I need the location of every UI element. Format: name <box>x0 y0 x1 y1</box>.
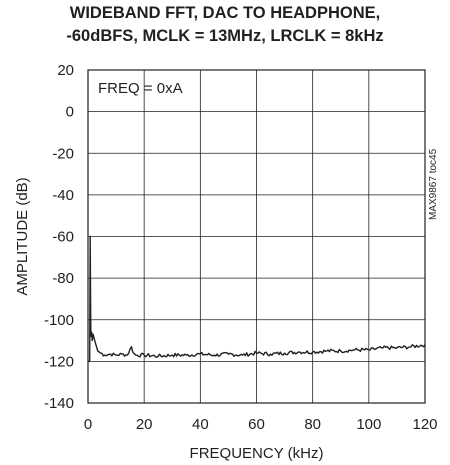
y-tick-label: -80 <box>52 270 74 287</box>
chart-subtitle: -60dBFS, MCLK = 13MHz, LRCLK = 8kHz <box>66 27 384 45</box>
y-tick-label: -140 <box>44 395 74 412</box>
x-axis-label: FREQUENCY (kHz) <box>190 445 324 462</box>
y-tick-labels: 20 0 -20 -40 -60 -80 -100 -120 -140 <box>44 62 74 412</box>
y-tick-label: 20 <box>57 62 74 79</box>
plot-frame <box>87 69 426 404</box>
x-tick-label: 80 <box>304 416 321 433</box>
figure-id-label: MAX9867 toc45 <box>428 148 439 220</box>
y-tick-label: -40 <box>52 187 74 204</box>
x-tick-label: 60 <box>248 416 265 433</box>
x-tick-label: 120 <box>412 416 437 433</box>
x-tick-label: 20 <box>136 416 153 433</box>
x-tick-label: 100 <box>356 416 381 433</box>
y-tick-label: 0 <box>66 104 74 121</box>
y-tick-label: -120 <box>44 353 74 370</box>
x-tick-label: 40 <box>192 416 209 433</box>
y-tick-label: -20 <box>52 145 74 162</box>
y-tick-label: -60 <box>52 229 74 246</box>
x-tick-label: 0 <box>84 416 92 433</box>
chart-title: WIDEBAND FFT, DAC TO HEADPHONE, <box>69 4 381 22</box>
x-tick-labels: 0 20 40 60 80 100 120 <box>84 416 438 433</box>
y-tick-label: -100 <box>44 312 74 329</box>
freq-annotation: FREQ = 0xA <box>98 80 183 97</box>
y-axis-label: AMPLITUDE (dB) <box>14 177 31 295</box>
fft-trace <box>88 235 426 363</box>
